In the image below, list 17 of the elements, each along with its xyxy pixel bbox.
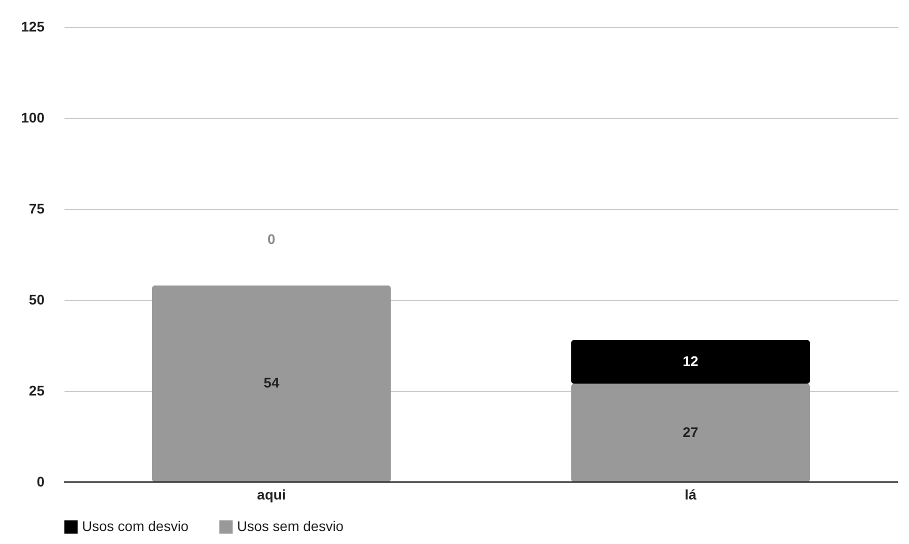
- y-tick-label: 75: [28, 200, 45, 216]
- bar: [152, 285, 391, 482]
- x-tick-label: aqui: [257, 486, 286, 502]
- y-tick-label: 125: [21, 18, 45, 34]
- data-label: 0: [268, 230, 276, 247]
- x-tick-label: lá: [684, 486, 697, 502]
- data-label: 27: [682, 424, 699, 440]
- y-tick-label: 50: [28, 292, 45, 308]
- legend-label: Usos com desvio: [82, 518, 189, 534]
- bar: [571, 340, 810, 384]
- y-tick-label: 25: [28, 382, 45, 398]
- legend-label: Usos sem desvio: [237, 518, 344, 534]
- bar: [571, 384, 810, 482]
- data-label: 54: [264, 374, 280, 391]
- y-tick-label: 0: [36, 474, 45, 490]
- data-label: 12: [682, 352, 699, 369]
- y-tick-label: 100: [21, 110, 45, 126]
